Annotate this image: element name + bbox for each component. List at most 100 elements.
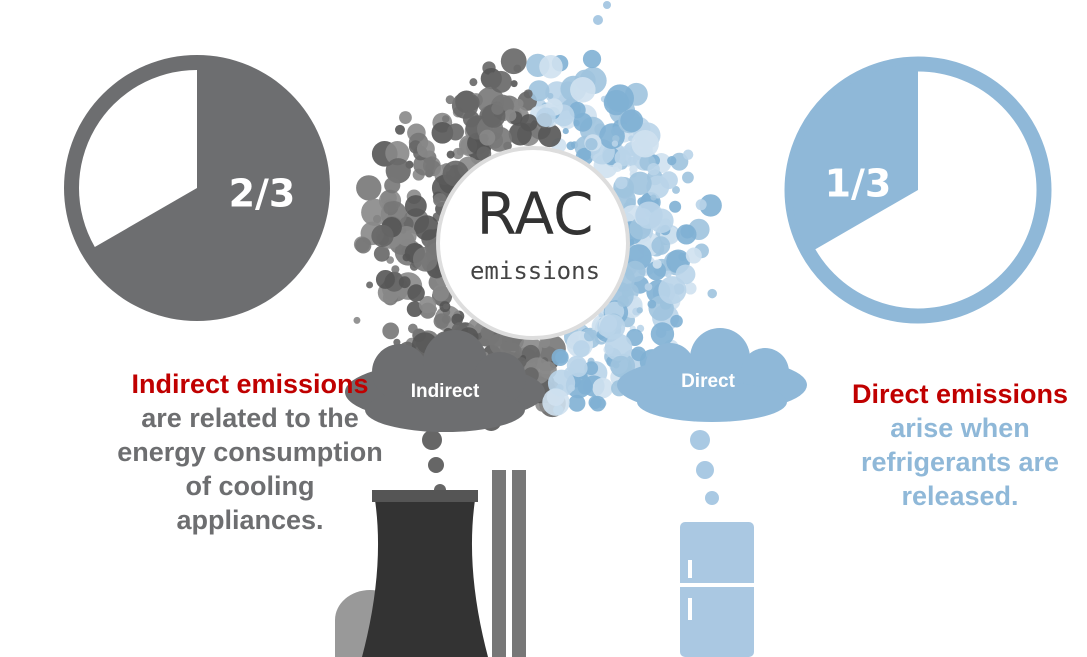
smoke [593, 15, 603, 25]
bubble [678, 252, 687, 262]
center-subtitle: emissions [470, 257, 600, 285]
bubble [510, 80, 518, 88]
bubble [442, 303, 450, 310]
bubble [356, 175, 382, 201]
bubble [707, 288, 717, 299]
bubble [620, 109, 644, 133]
bubble [573, 112, 593, 132]
bubble [407, 323, 418, 334]
direct-pie-label: 1/3 [825, 162, 892, 206]
bubbles [353, 1, 722, 505]
bubble [520, 114, 538, 132]
direct-text: arise when refrigerants are released. [860, 413, 1060, 511]
bubble [658, 276, 687, 305]
smoke [690, 430, 710, 450]
bubble [695, 199, 707, 211]
bubble [489, 70, 512, 93]
bubble [547, 92, 554, 99]
direct-description: Direct emissions arise when refrigerants… [835, 377, 1085, 513]
smoke [603, 1, 611, 9]
bubble [395, 124, 405, 135]
bubble [551, 348, 569, 367]
bubble [667, 156, 677, 166]
indirect-text: are related to the energy consumption of… [117, 403, 383, 535]
bubble [373, 245, 390, 262]
indirect-cloud [345, 330, 545, 432]
bubble [646, 175, 670, 199]
bubble [669, 200, 682, 213]
bubble [599, 123, 625, 149]
bubble [371, 224, 394, 247]
bubble [682, 171, 694, 184]
bubble [652, 259, 662, 269]
center-title: RAC [476, 180, 593, 248]
bubble [382, 322, 400, 340]
bubble [469, 78, 478, 87]
bubble [375, 269, 395, 289]
bubble [570, 76, 596, 103]
bubble [651, 236, 671, 255]
bubble [617, 295, 629, 307]
bubble [355, 237, 372, 254]
bubble [573, 119, 580, 127]
bubble [568, 394, 586, 412]
bubble [647, 162, 660, 176]
direct-pie-fill [792, 64, 918, 253]
bubble [606, 84, 634, 113]
indirect-pie-label: 2/3 [229, 172, 296, 216]
bubble [604, 333, 633, 361]
smoke [428, 457, 444, 473]
bubble [479, 129, 496, 146]
indirect-description: Indirect emissions are related to the en… [115, 367, 385, 537]
bubble [615, 176, 628, 190]
bubble [366, 281, 374, 289]
bubble [514, 98, 524, 109]
bubble [433, 197, 441, 204]
smoke [422, 430, 442, 450]
bubble [624, 260, 646, 283]
bubble [504, 109, 517, 122]
direct-cloud-label: Direct [681, 371, 736, 392]
bubble [445, 95, 455, 105]
bubble [664, 270, 672, 278]
bubble [650, 194, 657, 201]
indirect-highlight: Indirect emissions [131, 369, 369, 399]
bubble [584, 361, 599, 376]
bubble [539, 337, 551, 349]
bubble [644, 283, 653, 291]
bubble [628, 171, 652, 195]
bubble [589, 329, 597, 338]
bubble [446, 123, 465, 141]
bubble [599, 314, 626, 340]
bubble [462, 110, 480, 128]
bubble [383, 201, 397, 215]
bubble [569, 358, 588, 378]
fridge [680, 522, 754, 657]
bubble [539, 54, 563, 79]
bubble [523, 89, 533, 99]
bubble [404, 195, 427, 217]
bubble [566, 141, 576, 151]
bubble [682, 149, 694, 160]
bubble [406, 301, 423, 318]
bubble [446, 150, 455, 159]
bubble [414, 215, 440, 241]
bubble [396, 226, 417, 247]
bubble [670, 314, 683, 328]
bubble [631, 130, 659, 158]
bubble [361, 198, 389, 226]
bubble [500, 48, 527, 75]
bubble [629, 164, 638, 174]
smoke [705, 491, 719, 505]
bubble [385, 158, 411, 184]
bubble [537, 123, 562, 148]
bubble [528, 80, 550, 102]
bubble [399, 111, 412, 124]
bubble [536, 107, 556, 128]
bubble [650, 322, 675, 346]
direct-cloud [617, 328, 807, 422]
bubble [542, 388, 570, 416]
center-circle [436, 146, 630, 340]
